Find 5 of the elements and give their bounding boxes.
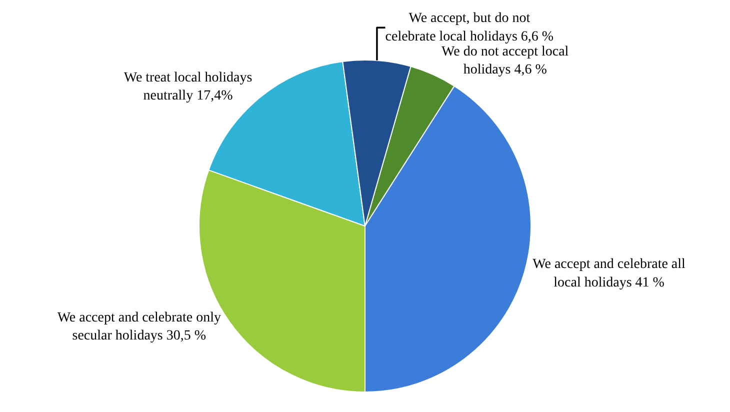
slice-label: We accept and celebrate only secular holidays 30,5 % bbox=[57, 310, 221, 344]
slice-label: We accept and celebrate all local holidays 41 % bbox=[532, 257, 686, 290]
slice-label: We accept, but do not celebrate local holidays 6,6 % bbox=[385, 11, 554, 44]
slice-label: We treat local holidays neutrally 17,4% bbox=[124, 70, 252, 104]
slice-label: We do not accept local holidays 4,6 % bbox=[442, 44, 569, 78]
